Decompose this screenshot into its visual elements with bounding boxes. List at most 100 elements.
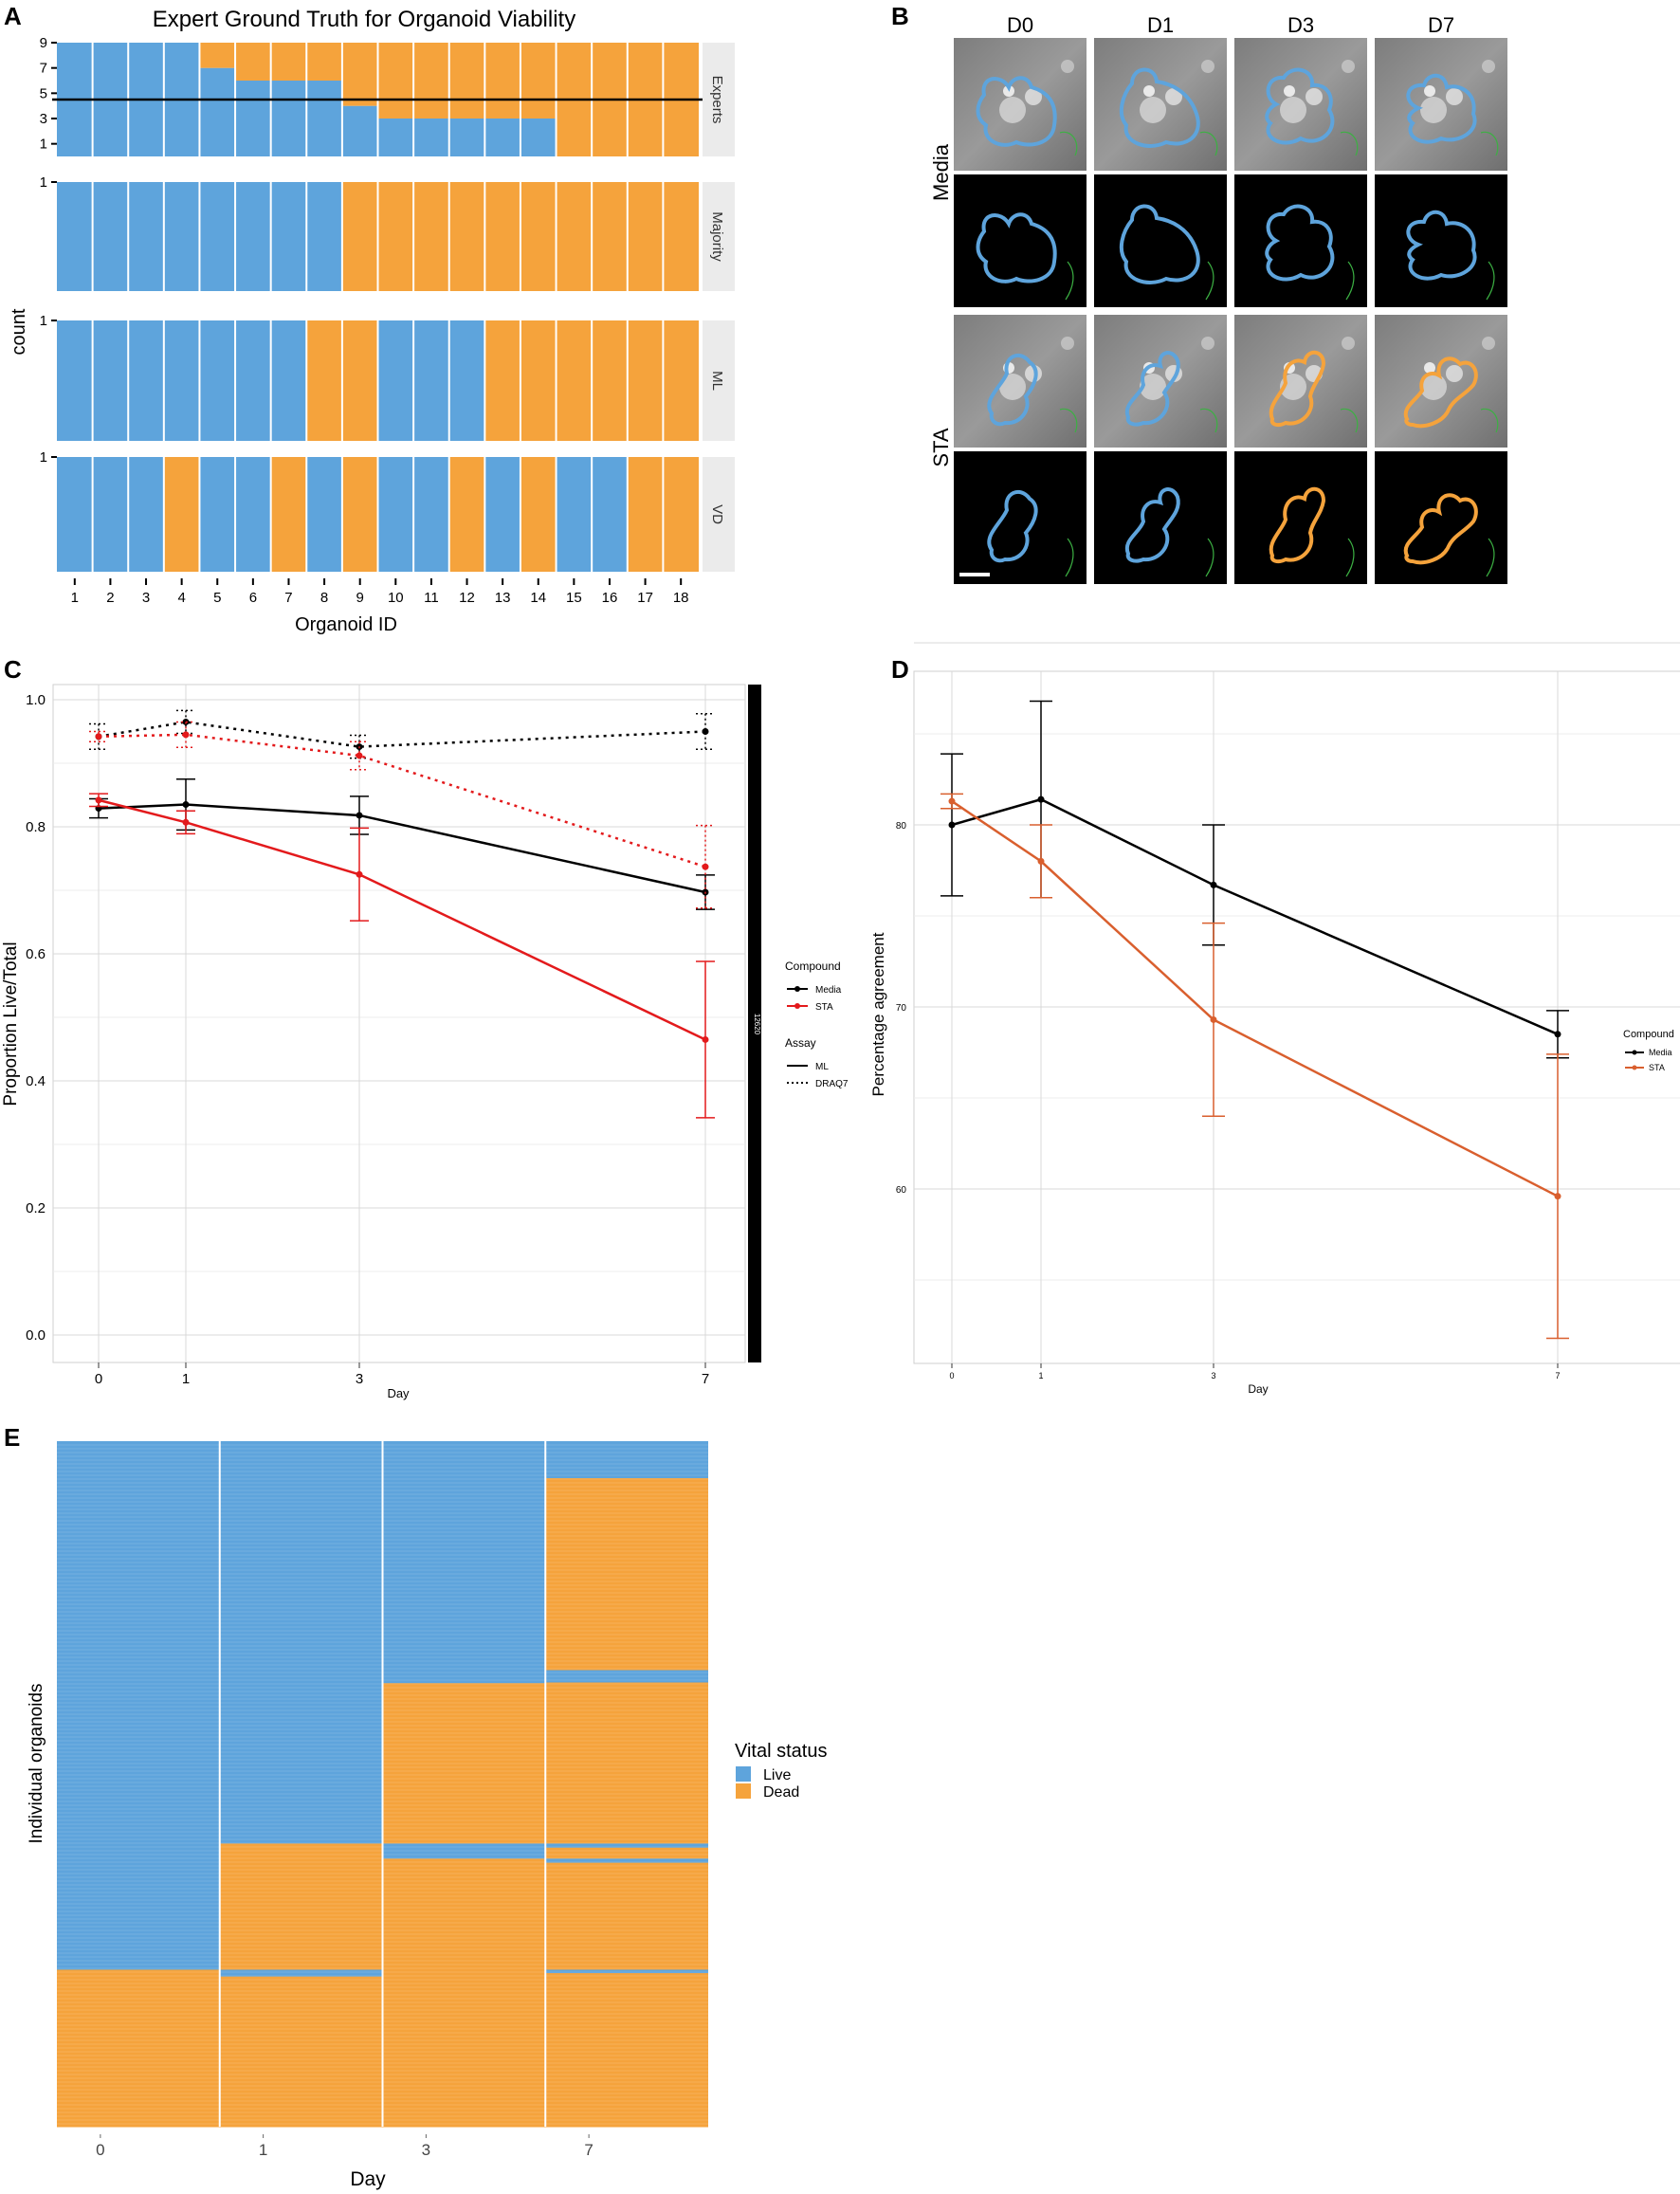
legend-swatch-live	[736, 1766, 751, 1782]
panel-d-plot-area	[913, 670, 1680, 1364]
x-tick-label-6: 6	[249, 590, 257, 606]
bar-dead-vd-7	[270, 457, 307, 572]
panel-c-side-strip	[748, 685, 761, 1362]
y-tick-label: 3	[40, 111, 47, 127]
tile-background	[1234, 174, 1367, 307]
x-tick-label-18: 18	[673, 590, 689, 606]
organoid-outline-live	[987, 489, 1038, 563]
panel-c-axes: 0.0 0.2 0.4 0.6 0.8 1.0 0 1 3 7	[26, 692, 709, 1387]
series-line-media-draq7	[98, 721, 706, 748]
bar-dead-majority-12	[448, 182, 485, 291]
y-tick-label: 9	[40, 35, 47, 51]
x-tick-label: 7	[584, 2141, 593, 2159]
panel-e-x-ticks: 0 1 3 7	[96, 2134, 593, 2159]
legend-label-sta: STA	[1649, 1063, 1665, 1072]
x-tick-label-4: 4	[177, 590, 185, 606]
organoid-outline-live	[1119, 67, 1200, 148]
green-outline	[1065, 538, 1074, 577]
x-tick-label-10: 10	[388, 590, 404, 606]
legend-title-vital-status: Vital status	[735, 1741, 827, 1762]
bar-dead-vd-14	[520, 457, 557, 572]
bar-live-experts-11	[413, 119, 449, 156]
bar-dead-vd-17	[627, 457, 664, 572]
data-point-sta-day3	[1210, 1015, 1217, 1023]
y-tick-label: 7	[40, 61, 47, 77]
tile-background	[954, 174, 1087, 307]
panel-d-series	[940, 700, 1569, 1340]
panel-c-ylabel: Proportion Live/Total	[1, 942, 21, 1106]
tile-background	[1375, 174, 1507, 307]
legend-title-compound: Compound	[1623, 1029, 1674, 1040]
panel-c-plot-area	[52, 684, 746, 1363]
tile-sta-d1-fluorescence	[1094, 451, 1227, 584]
data-point-media-day1	[1037, 795, 1045, 803]
tile-media-d7-fluorescence	[1375, 174, 1507, 307]
panel-label-b: B	[891, 2, 909, 30]
tile-background	[1375, 451, 1507, 584]
bar-live-vd-15	[556, 457, 593, 572]
organoid-cell	[1424, 85, 1435, 97]
panel-c-chart: 12620 0.0 0.2 0.4 0.6 0.8 1.0 0 1 3 7 Day Proport…	[1, 684, 849, 1400]
bar-live-vd-1	[57, 457, 93, 572]
bar-live-vd-5	[199, 457, 236, 572]
bar-live-majority-8	[306, 182, 342, 291]
bar-dead-experts-7	[270, 43, 307, 81]
organoid-outline-live	[1406, 73, 1477, 144]
green-outline	[1340, 131, 1359, 156]
x-tick-label-13: 13	[495, 590, 511, 606]
tile-media-d3-brightfield	[1234, 38, 1367, 171]
panel-c-xlabel: Day	[387, 1386, 410, 1400]
organoid-outline-live	[1124, 487, 1180, 563]
bar-dead-ml-14	[520, 320, 557, 441]
organoid-outline-live	[1406, 210, 1477, 281]
panel-e-xlabel: Day	[350, 2168, 386, 2190]
background-cell	[1342, 337, 1355, 350]
row-label-media: Media	[929, 143, 953, 201]
panel-a-facets: Experts 1 3 5 7 9 Majority 1 ML 1 VD 1	[40, 35, 735, 572]
bar-live-majority-5	[199, 182, 236, 291]
legend-key-point	[1632, 1065, 1637, 1070]
panel-a-ylabel: count	[9, 308, 29, 355]
heatmap-segment-day7-dead	[545, 1478, 708, 1671]
legend-label-dead: Dead	[763, 1784, 799, 1801]
column-header-d7: D7	[1428, 13, 1454, 37]
bar-live-experts-8	[306, 81, 342, 156]
series-line-media-ml	[98, 803, 706, 894]
bar-dead-experts-14	[520, 43, 557, 119]
x-tick-label-11: 11	[424, 590, 439, 606]
facet-strip-label-ml: ML	[709, 371, 725, 391]
panel-e-heatmap: 0 1 3 7 Day Individual organoids Vital stat…	[27, 1441, 827, 2190]
background-cell	[1482, 60, 1495, 73]
data-point-sta-day7	[1554, 1193, 1561, 1200]
panel-c-side-strip-label: 12620	[753, 1014, 761, 1035]
heatmap-segment-day3-dead	[382, 1858, 546, 2128]
data-point-sta-day0	[948, 797, 956, 805]
y-tick-label: 70	[896, 1003, 907, 1014]
bar-live-ml-1	[57, 320, 93, 441]
organoid-outline-live	[976, 76, 1057, 147]
bar-dead-experts-12	[448, 43, 485, 119]
x-tick-label: 0	[95, 1371, 102, 1387]
x-tick-label-16: 16	[602, 590, 618, 606]
data-point-sta-draq7-day7	[702, 863, 709, 870]
heatmap-segment-day1-live	[219, 1441, 383, 1844]
panel-label-c: C	[4, 655, 22, 684]
green-outline	[1340, 408, 1359, 433]
green-outline	[1059, 131, 1078, 156]
bar-live-vd-13	[484, 457, 520, 572]
background-cell	[1342, 60, 1355, 73]
x-tick-label-9: 9	[356, 590, 364, 606]
green-outline	[1480, 408, 1499, 433]
column-header-d1: D1	[1147, 13, 1174, 37]
data-point-sta-ml-day1	[182, 818, 190, 826]
legend-label-sta: STA	[815, 1002, 833, 1013]
data-point-media-day0	[948, 821, 956, 829]
y-tick-label: 0.4	[26, 1073, 46, 1089]
organoid-outline-live	[1265, 204, 1335, 282]
organoid-outline-dead	[1269, 486, 1326, 564]
legend-label-media: Media	[815, 985, 842, 996]
organoid-cell	[1165, 88, 1182, 105]
x-tick-label-2: 2	[106, 590, 114, 606]
bar-live-vd-6	[235, 457, 271, 572]
